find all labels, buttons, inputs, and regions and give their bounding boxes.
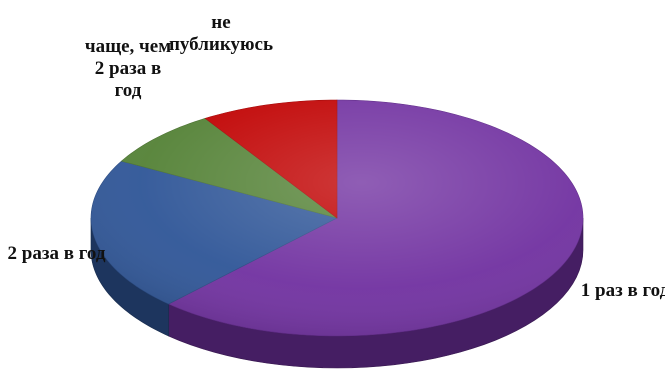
slice-label-4: не публикуюсь [168,12,273,55]
slice-label-3: чаще, чем 2 раза в год [84,36,172,101]
slice-label-2: 2 раза в год [7,243,106,264]
slice-label-1: 1 раз в год [580,280,665,301]
